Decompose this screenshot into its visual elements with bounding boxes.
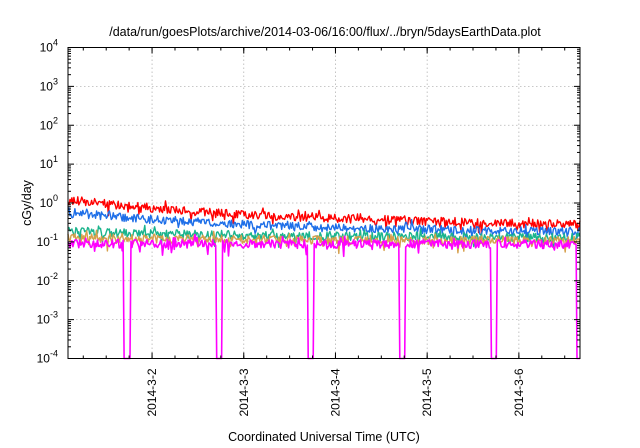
y-tick-label: 104: [40, 38, 58, 55]
axis-ticks: 10-4 10-3 10-2 10-1 100 101 102 103 104 2014-3-2 2…: [37, 38, 580, 417]
x-tick-label: 2014-3-3: [237, 368, 251, 416]
y-axis-label: cGy/day: [20, 179, 34, 226]
chart-title: /data/run/goesPlots/archive/2014-03-06/1…: [109, 25, 541, 39]
series-line: [67, 224, 581, 249]
y-tick-label: 103: [40, 76, 58, 93]
y-tick-label: 101: [40, 154, 58, 171]
y-tick-label: 10-1: [37, 232, 58, 249]
series-layer: [67, 196, 581, 360]
y-tick-label: 10-2: [37, 271, 58, 288]
x-tick-label: 2014-3-2: [145, 368, 159, 416]
x-tick-label: 2014-3-5: [420, 368, 434, 416]
x-tick-label: 2014-3-6: [512, 368, 526, 416]
series-line: [67, 196, 581, 236]
series-line: [67, 207, 581, 241]
series-line: [67, 233, 580, 360]
y-tick-label: 10-3: [37, 310, 58, 327]
x-tick-label: 2014-3-4: [328, 368, 342, 416]
y-tick-label: 100: [40, 193, 58, 210]
y-tick-label: 102: [40, 115, 58, 132]
y-tick-label: 10-4: [37, 349, 58, 366]
grid-lines: [68, 47, 580, 359]
x-axis-label: Coordinated Universal Time (UTC): [228, 430, 420, 444]
